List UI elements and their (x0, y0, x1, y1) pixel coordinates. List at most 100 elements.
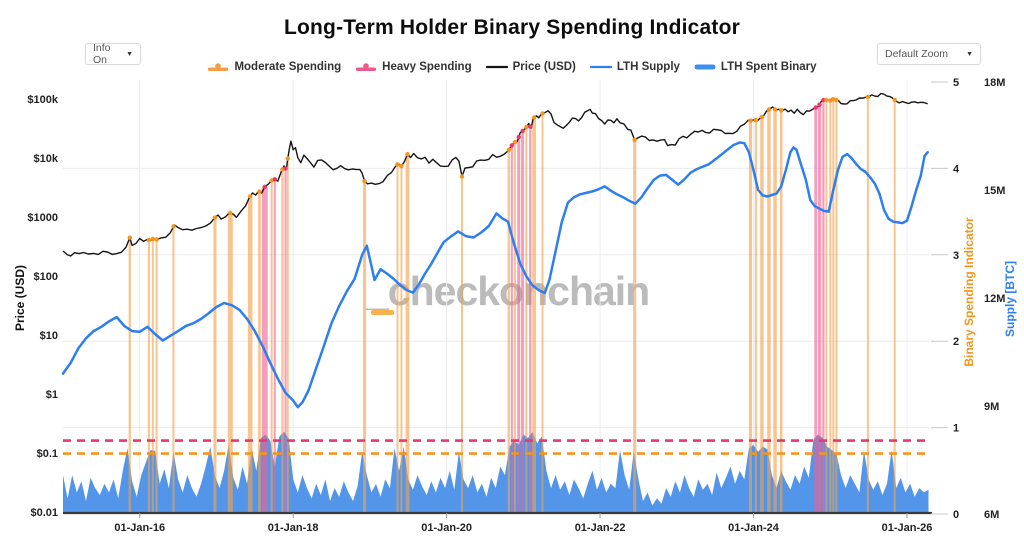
legend-item-heavy[interactable]: Heavy Spending (355, 61, 472, 73)
price-tick-label: $0.1 (37, 448, 58, 460)
band-heavy (273, 179, 276, 514)
band-moderate (835, 99, 838, 514)
binary-tick-label: 3 (953, 250, 959, 262)
legend-item-spent[interactable]: LTH Spent Binary (694, 61, 817, 73)
price-legend-glyph (485, 65, 508, 69)
price-tick-label: $10k (34, 153, 59, 165)
legend-item-label: LTH Spent Binary (720, 61, 817, 73)
band-moderate (829, 100, 832, 513)
x-tick-label: 01-Jan-16 (114, 522, 165, 534)
band-moderate (779, 110, 783, 514)
spending-event-marker (759, 114, 765, 120)
spending-event-marker (248, 194, 253, 199)
x-tick-label: 01-Jan-18 (268, 522, 319, 534)
band-heavy (510, 145, 513, 513)
binary-tick-label: 1 (953, 423, 959, 435)
band-heavy (284, 168, 287, 513)
band-heavy (814, 107, 817, 513)
band-moderate (754, 120, 757, 513)
x-tick-label: 01-Jan-22 (575, 522, 626, 534)
band-moderate (541, 113, 544, 514)
legend-item-label: Price (USD) (512, 61, 576, 73)
spending-event-marker (531, 115, 537, 120)
band-moderate (281, 169, 284, 514)
spending-event-marker (753, 118, 758, 123)
spending-event-marker (632, 137, 637, 143)
spending-event-marker (212, 215, 218, 220)
spending-event-marker (528, 124, 533, 129)
spending-event-marker (127, 235, 132, 240)
legend-item-supply[interactable]: LTH Supply (589, 61, 680, 73)
band-moderate (866, 97, 869, 513)
spending-event-marker (834, 97, 839, 103)
legend-item-price[interactable]: Price (USD) (485, 61, 576, 73)
price-tick-label: $100k (27, 94, 58, 106)
spending-event-marker (171, 224, 176, 229)
x-tick-label: 01-Jan-20 (421, 522, 472, 534)
band-moderate (513, 142, 516, 513)
spending-event-marker (813, 105, 818, 110)
info-toggle-dropdown[interactable]: Info On ▼ (85, 42, 141, 66)
band-heavy (822, 100, 825, 513)
zoom-preset-dropdown[interactable]: Default Zoom ▼ (877, 43, 981, 65)
band-heavy (521, 131, 524, 513)
price-line (62, 92, 928, 257)
supply-tick-label: 18M (984, 77, 1005, 89)
spending-event-marker (520, 128, 525, 134)
band-moderate (363, 181, 367, 513)
band-moderate (286, 158, 289, 513)
band-moderate (213, 217, 217, 513)
spending-event-marker (228, 210, 233, 216)
spent-legend-glyph (694, 64, 716, 70)
price-tick-label: $1000 (27, 212, 58, 224)
spending-event-marker (257, 189, 262, 194)
supply-legend-glyph (589, 65, 612, 69)
legend-item-label: Moderate Spending (234, 61, 342, 73)
band-moderate (147, 239, 150, 513)
spending-event-marker (509, 143, 514, 148)
band-moderate (525, 127, 528, 513)
binary-tick-label: 5 (953, 77, 959, 89)
band-moderate (507, 149, 510, 514)
band-moderate (270, 180, 273, 513)
band-moderate (258, 191, 261, 513)
price-tick-label: $0.01 (30, 507, 58, 519)
spending-event-marker (817, 102, 822, 107)
supply-tick-label: 15M (984, 185, 1005, 197)
spending-event-marker (262, 184, 267, 189)
spending-event-marker (506, 147, 511, 152)
price-tick-label: $10 (40, 330, 58, 342)
band-heavy (529, 126, 532, 513)
spending-event-marker (772, 107, 778, 112)
band-moderate (128, 237, 131, 513)
binary-tick-label: 4 (953, 163, 960, 175)
spending-event-marker (748, 118, 753, 123)
page-title: Long-Term Holder Binary Spending Indicat… (283, 16, 741, 39)
band-moderate (893, 99, 896, 514)
heavy-legend-glyph (356, 63, 377, 71)
band-moderate (633, 139, 637, 513)
band-moderate (532, 117, 536, 513)
spending-event-marker (824, 97, 829, 103)
spending-event-marker (865, 94, 871, 100)
spending-event-marker (459, 174, 465, 179)
price-tick-label: $1 (46, 389, 58, 401)
lth-supply-line (61, 141, 929, 409)
spending-event-marker (283, 166, 288, 171)
x-tick-label: 01-Jan-24 (728, 522, 780, 534)
legend-item-moderate[interactable]: Moderate Spending (207, 61, 341, 73)
spending-event-marker (399, 163, 404, 169)
zoom-preset-label: Default Zoom (885, 48, 949, 60)
lth-spent-binary-area (63, 431, 929, 513)
spending-event-marker (150, 236, 155, 242)
binary-tick-label: 2 (953, 336, 959, 348)
watermark-dash (371, 310, 394, 315)
band-moderate (247, 196, 253, 514)
band-moderate (151, 238, 154, 513)
band-moderate (825, 100, 828, 513)
legend-item-label: Heavy Spending (382, 61, 472, 73)
legend-item-label: LTH Supply (616, 61, 680, 73)
band-moderate (832, 99, 835, 513)
